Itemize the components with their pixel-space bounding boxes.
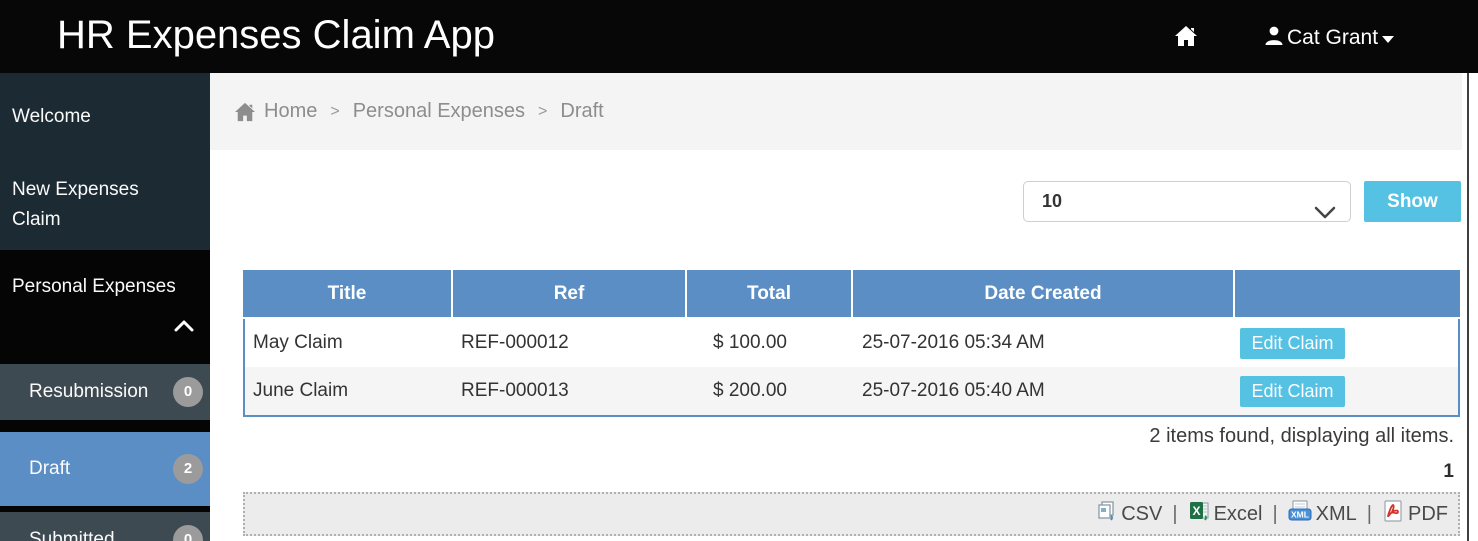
export-label: CSV — [1121, 502, 1163, 525]
count-badge: 0 — [173, 377, 203, 407]
sidebar-item-label: Resubmission — [29, 381, 149, 402]
cell-date-created: 25-07-2016 05:34 AM — [862, 332, 1045, 353]
count-badge: 2 — [173, 454, 203, 484]
chevron-down-icon — [1314, 195, 1336, 234]
sidebar-item-label: Personal Expenses — [12, 276, 176, 297]
export-excel-link[interactable]: X Excel — [1188, 500, 1263, 528]
breadcrumb-personal-expenses[interactable]: Personal Expenses — [352, 100, 526, 122]
claims-table: Title Ref Total Date Created May Claim R… — [243, 270, 1460, 417]
column-header-total: Total — [687, 270, 853, 317]
caret-down-icon — [1382, 36, 1395, 43]
table-header-row: Title Ref Total Date Created — [243, 270, 1460, 319]
cell-total: $ 200.00 — [713, 380, 787, 401]
cell-title: June Claim — [253, 380, 349, 401]
user-name: Cat Grant — [1287, 26, 1379, 49]
page-number[interactable]: 1 — [1443, 461, 1454, 482]
cell-ref: REF-000013 — [461, 380, 569, 401]
items-summary: 2 items found, displaying all items. — [1149, 425, 1454, 447]
window-edge — [1467, 73, 1469, 541]
export-xml-link[interactable]: XML XML — [1288, 500, 1357, 528]
table-row: May Claim REF-000012 $ 100.00 25-07-2016… — [245, 319, 1458, 367]
breadcrumb-current: Draft — [560, 100, 604, 122]
export-label: PDF — [1408, 502, 1448, 525]
sidebar-item-new-expenses-claim[interactable]: New Expenses Claim — [0, 160, 210, 250]
export-label: Excel — [1213, 502, 1263, 525]
export-bar: CSV | X Excel | — [243, 492, 1460, 536]
sidebar-item-label: Welcome — [12, 105, 91, 127]
table-row: June Claim REF-000013 $ 200.00 25-07-201… — [245, 367, 1458, 415]
table-body: May Claim REF-000012 $ 100.00 25-07-2016… — [243, 319, 1460, 417]
app-title: HR Expenses Claim App — [57, 13, 495, 57]
chevron-up-icon — [174, 316, 194, 338]
export-pdf-link[interactable]: PDF — [1382, 500, 1448, 528]
svg-text:X: X — [1192, 504, 1200, 518]
cell-ref: REF-000012 — [461, 332, 569, 353]
export-csv-link[interactable]: CSV — [1095, 500, 1162, 528]
column-header-title: Title — [243, 270, 453, 317]
user-menu[interactable]: Cat Grant — [1264, 20, 1395, 56]
sidebar-item-welcome[interactable]: Welcome — [0, 73, 210, 160]
home-icon — [234, 102, 256, 122]
nav-home-button[interactable] — [1170, 22, 1202, 54]
excel-icon: X — [1188, 500, 1210, 528]
sidebar-item-label: New Expenses Claim — [12, 179, 139, 230]
cell-total: $ 100.00 — [713, 332, 787, 353]
count-badge: 0 — [173, 525, 203, 541]
user-icon — [1264, 25, 1284, 51]
export-separator: | — [1172, 502, 1178, 525]
breadcrumb-separator: > — [538, 102, 548, 120]
pdf-icon — [1382, 500, 1404, 528]
export-separator: | — [1366, 502, 1372, 525]
xml-icon: XML — [1288, 500, 1312, 528]
edit-claim-button[interactable]: Edit Claim — [1240, 327, 1345, 359]
cell-date-created: 25-07-2016 05:40 AM — [862, 380, 1045, 401]
sidebar-item-label: Submitted — [29, 529, 115, 541]
show-button[interactable]: Show — [1364, 181, 1461, 222]
edit-claim-button[interactable]: Edit Claim — [1240, 375, 1345, 407]
sidebar: Welcome New Expenses Claim Personal Expe… — [0, 73, 210, 541]
csv-icon — [1095, 500, 1117, 528]
cell-title: May Claim — [253, 332, 343, 353]
breadcrumb-home[interactable]: Home — [264, 100, 318, 122]
breadcrumb: Home > Personal Expenses > Draft — [210, 73, 1462, 150]
page-size-value: 10 — [1042, 191, 1063, 211]
cell-actions: Edit Claim — [1235, 327, 1458, 359]
home-icon — [1174, 25, 1198, 52]
sidebar-item-draft[interactable]: Draft 2 — [0, 432, 210, 506]
column-header-ref: Ref — [453, 270, 687, 317]
export-separator: | — [1272, 502, 1278, 525]
cell-actions: Edit Claim — [1235, 375, 1458, 407]
sidebar-item-resubmission[interactable]: Resubmission 0 — [0, 364, 210, 420]
svg-text:XML: XML — [1291, 510, 1309, 520]
page-size-select[interactable]: 10 — [1023, 181, 1351, 222]
breadcrumb-separator: > — [330, 102, 340, 120]
export-label: XML — [1315, 502, 1357, 525]
sidebar-item-label: Draft — [29, 458, 71, 479]
column-header-date-created: Date Created — [853, 270, 1235, 317]
sidebar-item-submitted[interactable]: Submitted 0 — [0, 512, 210, 541]
top-header: HR Expenses Claim App Cat Grant — [0, 0, 1478, 73]
column-header-actions — [1235, 270, 1460, 317]
sidebar-item-personal-expenses[interactable]: Personal Expenses — [0, 250, 210, 364]
